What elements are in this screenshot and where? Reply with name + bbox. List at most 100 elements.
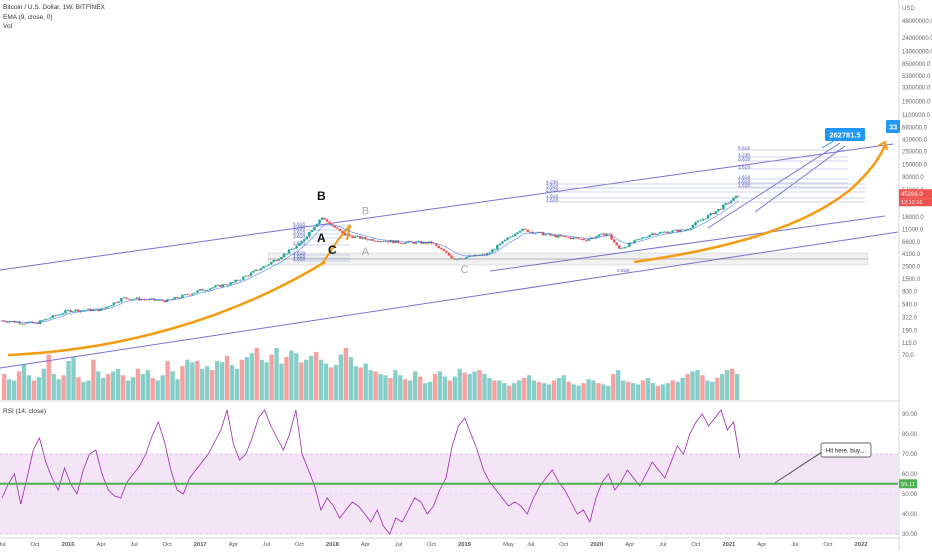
candle-body — [356, 235, 359, 237]
candle-body — [549, 233, 552, 236]
candle-body — [643, 237, 646, 239]
fib-label-mid: 1.618 — [546, 198, 558, 204]
candle-body — [76, 309, 80, 312]
candle-body — [686, 229, 690, 230]
candle-body — [645, 236, 649, 238]
candle-body — [435, 243, 438, 246]
symbol-title[interactable]: Bitcoin / U.S. Dollar, 1W, BITFINEX — [3, 4, 105, 11]
candle-body — [328, 221, 331, 225]
candle-body — [628, 242, 631, 247]
price-axis-tick: 14000000.0 — [902, 50, 932, 56]
candle-body — [196, 290, 199, 293]
time-axis-tick: Oct — [295, 542, 304, 548]
candle-body — [394, 240, 397, 244]
price-axis-tick: 190.0 — [902, 328, 918, 334]
time-axis-tick: Jul — [263, 542, 270, 548]
volume-bar — [289, 350, 294, 400]
candle-body — [137, 297, 141, 301]
candle-body — [684, 229, 687, 231]
candle-body — [709, 212, 712, 216]
candle-body — [496, 245, 499, 250]
candle-body — [381, 241, 385, 242]
candle-body — [595, 236, 598, 239]
volume-bar — [51, 374, 56, 400]
time-axis-tick: Jul — [0, 542, 6, 548]
candle-body — [183, 294, 187, 296]
fib-label-left: 1.618 — [293, 257, 305, 263]
time-axis-tick: Jul — [130, 542, 137, 548]
volume-bar — [299, 362, 304, 400]
candle-body — [668, 232, 672, 234]
rsi-legend[interactable]: RSI (14, close) — [3, 408, 46, 415]
volume-bar — [205, 366, 210, 400]
candle-body — [107, 306, 110, 308]
volume-bar — [546, 384, 552, 400]
volume-bar — [442, 376, 448, 400]
candle-body — [176, 297, 179, 299]
volume-bar — [487, 377, 492, 400]
volume-bar — [492, 380, 497, 400]
current-price-label: 45286.0 — [901, 192, 923, 198]
candle-body — [249, 272, 253, 276]
volume-bar — [135, 368, 141, 400]
rsi-axis-tick: 70.00 — [902, 452, 918, 458]
volume-bar — [403, 379, 408, 400]
fib-label-mid-extra: 2.618 — [617, 268, 629, 274]
candle-body — [66, 309, 70, 311]
fib-label-right: 1.618 — [738, 175, 750, 181]
candle-body — [597, 234, 601, 237]
volume-bar — [467, 374, 472, 400]
price-axis-tick: 1100000.0 — [902, 113, 931, 119]
countdown-label: 12:12:16 — [901, 200, 922, 206]
volume-bar — [200, 368, 205, 400]
candle-body — [5, 321, 9, 323]
candle-body — [97, 308, 100, 311]
price-axis-tick: 115.0 — [902, 341, 917, 347]
time-axis-tick: 2020 — [590, 542, 603, 548]
candle-body — [257, 269, 260, 271]
candle-body — [648, 235, 651, 237]
candle-body — [150, 298, 154, 300]
candle-body — [445, 251, 448, 253]
volume-bar — [130, 377, 136, 400]
volume-bar — [729, 368, 735, 400]
candle-body — [551, 235, 555, 236]
candle-body — [536, 231, 540, 233]
rsi-axis-tick: 60.00 — [902, 472, 918, 478]
candle-body — [366, 239, 370, 241]
ema-legend[interactable]: EMA (9, close, 0) — [3, 13, 53, 21]
candle-body — [714, 211, 717, 215]
candle-body — [475, 254, 479, 256]
time-axis-tick: 2021 — [722, 542, 736, 548]
volume-bar — [328, 367, 334, 400]
candle-body — [259, 268, 263, 271]
fib-label-right: 2.618 — [738, 165, 750, 171]
fib-label-mid: 3.618 — [546, 184, 558, 190]
candle-body — [280, 257, 283, 259]
candle-body — [348, 234, 352, 236]
volume-bar — [724, 370, 730, 400]
candle-body — [465, 256, 469, 259]
price-axis-tick: 660000.0 — [902, 126, 928, 132]
candle-body — [94, 308, 98, 310]
candle-body — [269, 261, 273, 265]
volume-bar — [160, 375, 165, 400]
candle-body — [21, 323, 24, 325]
fib-label-right: 4.236 — [738, 153, 750, 159]
candle-body — [691, 225, 695, 229]
candle-body — [33, 322, 37, 324]
volume-bar — [541, 383, 547, 400]
candle-body — [579, 238, 583, 240]
callout-pointer — [774, 451, 823, 484]
volume-bar — [388, 377, 393, 400]
candle-body — [272, 260, 276, 262]
candle-body — [562, 236, 565, 238]
candle-body — [125, 297, 128, 299]
candle-body — [612, 239, 616, 243]
candle-body — [506, 237, 509, 240]
price-axis-tick: 5300000.0 — [902, 74, 931, 80]
volume-bar — [571, 384, 576, 400]
candle-body — [117, 301, 121, 303]
volume-legend[interactable]: Vol — [3, 23, 13, 30]
